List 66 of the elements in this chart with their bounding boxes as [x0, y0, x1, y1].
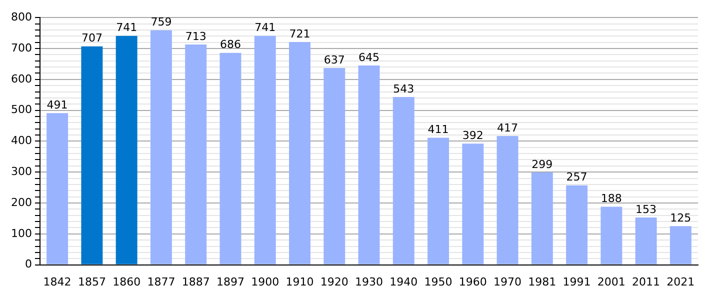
data-label: 645	[358, 50, 380, 64]
y-tick-label: 500	[10, 103, 32, 116]
y-tick-label: 400	[10, 134, 32, 148]
data-label: 759	[150, 16, 172, 29]
data-label: 417	[497, 121, 518, 134]
x-tick-label: 1991	[562, 275, 591, 288]
x-tick-label: 1887	[182, 275, 210, 288]
y-tick-label: 200	[10, 196, 32, 209]
y-tick-label: 700	[10, 41, 32, 54]
bar	[392, 97, 414, 264]
data-label: 491	[46, 98, 68, 112]
x-tick-label: 1960	[458, 275, 487, 288]
bar	[496, 136, 518, 264]
x-tick-label: 1877	[147, 275, 176, 288]
bar	[81, 46, 103, 264]
data-label: 707	[81, 32, 102, 45]
bar	[254, 36, 276, 264]
y-tick-label: 0	[24, 258, 32, 271]
x-tick-label: 1981	[528, 275, 556, 288]
y-tick-label: 100	[10, 226, 32, 240]
bar	[324, 68, 346, 264]
bar	[462, 144, 484, 264]
bar	[116, 36, 138, 264]
bar	[185, 44, 207, 264]
data-label: 153	[636, 202, 657, 216]
bar	[220, 52, 242, 264]
data-label: 411	[428, 123, 449, 136]
bar	[289, 42, 310, 264]
data-label: 713	[185, 30, 206, 43]
data-label: 299	[532, 158, 553, 171]
data-label: 686	[220, 38, 241, 52]
x-tick-label: 1940	[390, 275, 418, 288]
data-label: 741	[116, 21, 138, 34]
bar	[531, 172, 553, 264]
x-tick-label: 1920	[320, 275, 348, 288]
x-tick-label: 2001	[597, 275, 626, 288]
bar	[670, 226, 692, 264]
y-tick-label: 600	[10, 72, 32, 86]
x-tick-label: 1857	[78, 275, 106, 288]
x-tick-label: 1950	[424, 275, 452, 288]
data-label: 125	[670, 212, 692, 225]
bar	[358, 65, 380, 264]
data-label: 257	[566, 170, 588, 184]
x-tick-label: 1930	[355, 275, 383, 288]
bar	[600, 206, 622, 264]
data-label: 741	[254, 21, 276, 34]
x-tick-label: 1910	[286, 275, 314, 288]
x-tick-label: 1900	[251, 275, 280, 288]
data-label: 637	[324, 53, 345, 66]
bar	[566, 185, 588, 264]
x-tick-label: 1842	[43, 275, 72, 288]
x-tick-label: 1860	[112, 275, 141, 288]
y-tick-label: 800	[10, 10, 32, 24]
data-label: 721	[289, 27, 310, 40]
bar	[46, 113, 68, 264]
x-tick-label: 2021	[666, 275, 695, 288]
y-tick-label: 300	[10, 164, 32, 178]
bar	[150, 30, 172, 264]
data-label: 188	[600, 192, 622, 206]
x-tick-label: 2011	[632, 275, 660, 288]
bar	[428, 138, 449, 264]
data-label: 392	[462, 129, 484, 142]
x-tick-label: 1970	[494, 275, 522, 288]
x-tick-label: 1897	[216, 275, 244, 288]
data-label: 543	[393, 82, 414, 96]
bar	[635, 218, 657, 264]
